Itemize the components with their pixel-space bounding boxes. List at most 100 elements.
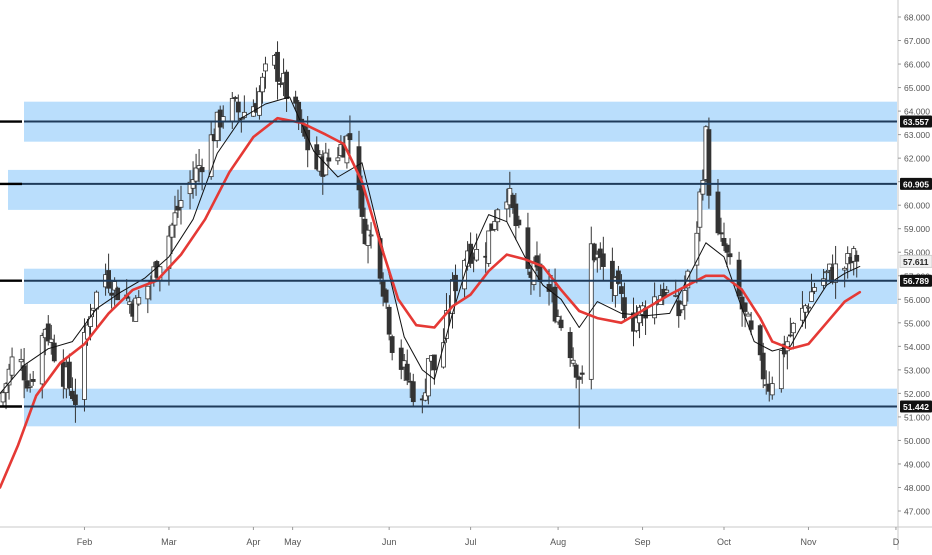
candle-up [652,296,658,319]
candle-up [851,248,857,262]
candle-up [685,270,691,289]
x-tick-label: Oct [717,537,732,547]
x-tick-label: Jun [382,537,397,547]
candle-down [576,376,582,380]
candle-up [588,243,594,380]
candle-down [742,302,748,312]
candle-up [365,229,371,246]
candle-up [444,310,449,339]
y-tick-label: 64.000 [904,107,930,117]
candle-down [715,191,721,234]
y-tick-label: 66.000 [904,60,930,70]
x-tick-label: May [284,537,302,547]
candles-layer [0,41,860,429]
x-tick-label: D [893,537,900,547]
candle-down [622,297,627,319]
y-tick-label: 55.000 [904,318,930,328]
candle-up [368,234,374,237]
x-tick-label: Sep [635,537,651,547]
fast-moving-average-line [0,96,861,394]
candle-up [694,232,700,266]
level-price-badge [900,400,932,413]
candle-up [193,167,199,182]
candle-down [275,51,280,82]
y-tick-label: 56.000 [904,295,930,305]
level-price-label: 51.442 [903,402,929,412]
candle-up [495,209,501,223]
moving-averages-layer [0,96,862,489]
current-price-badge [899,254,932,268]
candle-up [94,291,99,310]
candle-up [39,335,45,385]
y-tick-label: 65.000 [904,83,930,93]
x-tick-label: Feb [77,537,93,547]
slow-moving-average-line [0,116,862,489]
candle-down [721,238,727,247]
candle-down [748,320,754,330]
y-tick-label: 63.000 [904,130,930,140]
candle-up [664,289,670,293]
sr-zone-2 [8,169,897,210]
candle-down [597,248,603,258]
x-tick-label: Jul [465,537,477,547]
x-tick-label: Nov [800,537,817,547]
y-tick-label: 67.000 [904,36,930,46]
candle-down [757,325,763,356]
x-tick-label: Aug [550,537,566,547]
levels-layer [0,120,897,408]
candle-down [525,227,531,269]
candle-up [260,76,265,93]
candle-down [706,129,712,196]
level-price-label: 63.557 [903,117,929,127]
candle-up [803,305,808,313]
candle-up [263,63,268,72]
candle-up [257,91,262,116]
y-tick-label: 47.000 [904,507,930,517]
level-price-label: 56.789 [903,276,929,286]
y-tick-label: 62.000 [904,154,930,164]
y-tick-label: 68.000 [904,13,930,23]
candle-up [679,303,685,311]
y-tick-label: 48.000 [904,483,930,493]
candle-down [619,286,624,294]
candle-up [570,359,576,364]
candle-up [166,235,172,269]
candle-down [431,354,437,371]
candle-up [833,263,839,283]
candle-up [82,332,87,400]
y-tick-label: 51.000 [904,412,930,422]
candle-up [682,290,688,306]
candle-up [613,277,618,296]
candle-down [513,203,519,227]
candle-down [724,244,730,253]
candle-up [778,350,784,390]
candle-up [169,224,175,238]
candle-down [383,289,389,303]
candle-down [24,380,30,389]
candle-up [136,297,142,305]
candle-down [600,253,606,267]
candle-down [109,292,115,296]
candle-down [199,167,205,173]
y-tick-label: 58.000 [904,248,930,258]
candle-up [790,322,796,334]
candle-up [806,306,811,309]
candle-down [305,129,311,151]
candle-down [293,96,299,104]
candle-down [516,219,522,226]
candle-down [453,274,458,292]
candle-down [558,319,564,329]
candle-up [425,358,431,397]
y-tick-label: 59.000 [904,224,930,234]
y-tick-label: 54.000 [904,342,930,352]
candle-down [591,243,597,261]
candle-up [9,356,15,376]
candle-down [66,361,72,388]
candle-up [634,317,639,332]
y-tick-label: 49.000 [904,459,930,469]
candle-down [404,363,410,381]
candle-down [175,205,181,211]
